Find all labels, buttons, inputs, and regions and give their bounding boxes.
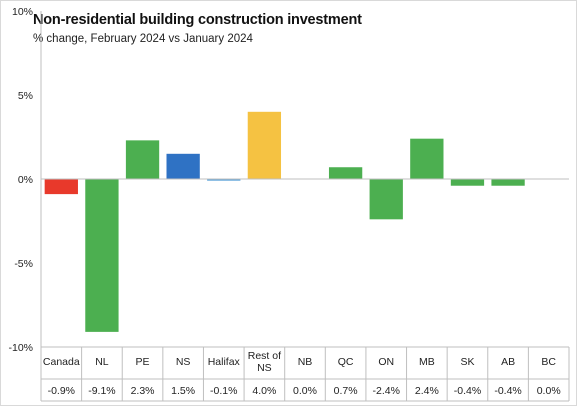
category-label: BC (541, 356, 556, 368)
value-label: 4.0% (252, 385, 276, 397)
value-label: -0.9% (48, 385, 75, 397)
category-label: Rest of NS (248, 350, 281, 374)
category-label: QC (338, 356, 354, 368)
category-label: Halifax (208, 356, 241, 368)
value-label: 0.0% (293, 385, 317, 397)
value-label: 0.0% (537, 385, 561, 397)
bar-on (369, 179, 403, 220)
y-tick-label: -10% (8, 342, 33, 354)
bar-nl (85, 179, 119, 332)
chart-subtitle: % change, February 2024 vs January 2024 (33, 33, 253, 45)
value-label: 2.3% (131, 385, 155, 397)
bar-halifax (207, 179, 241, 181)
category-label: ON (378, 356, 394, 368)
bar-rest-of-ns (247, 111, 282, 179)
category-label: Canada (43, 356, 80, 368)
category-label: MB (419, 356, 435, 368)
value-label: -0.1% (210, 385, 237, 397)
bar-mb (410, 138, 444, 179)
value-label: -0.4% (454, 385, 481, 397)
y-tick-label: 0% (18, 174, 33, 186)
value-label: 2.4% (415, 385, 439, 397)
chart-title: Non-residential building construction in… (33, 12, 362, 28)
value-label: -0.4% (494, 385, 521, 397)
category-label: NL (95, 356, 109, 368)
category-label: AB (501, 356, 515, 368)
category-label: PE (136, 356, 150, 368)
bar-ns (166, 153, 200, 179)
y-tick-label: 10% (12, 6, 33, 18)
bar-qc (328, 167, 363, 179)
value-label: 1.5% (171, 385, 195, 397)
bar-ab (491, 179, 525, 186)
category-label: NB (298, 356, 313, 368)
bar-canada (44, 179, 78, 195)
y-tick-label: 5% (18, 90, 33, 102)
bar-pe (125, 140, 160, 179)
category-label: SK (460, 356, 474, 368)
value-label: 0.7% (334, 385, 358, 397)
y-tick-label: -5% (14, 258, 33, 270)
value-label: -2.4% (373, 385, 400, 397)
category-label: NS (176, 356, 191, 368)
value-label: -9.1% (88, 385, 115, 397)
bar-sk (450, 179, 485, 186)
